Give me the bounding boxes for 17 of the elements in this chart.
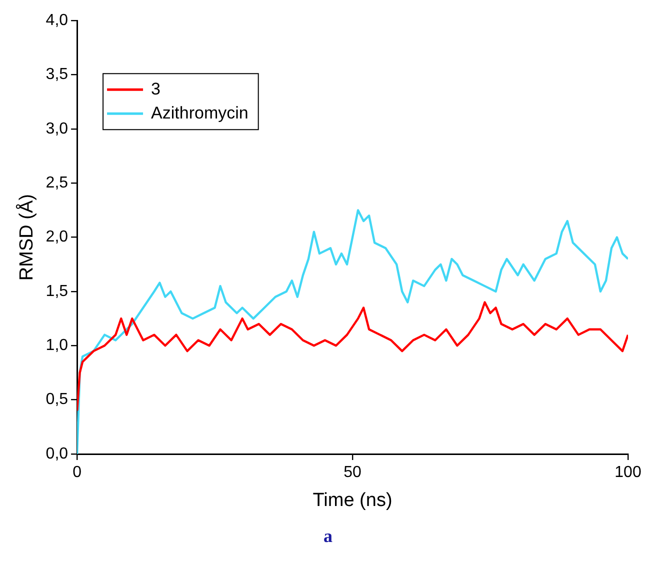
legend-label: 3 xyxy=(151,79,161,98)
legend-label: Azithromycin xyxy=(151,103,248,122)
y-tick-label: 3,0 xyxy=(46,120,68,138)
y-tick-label: 1,5 xyxy=(46,282,68,300)
y-tick-label: 2,5 xyxy=(46,174,68,192)
x-axis-title: Time (ns) xyxy=(312,490,392,511)
x-tick-label: 0 xyxy=(72,464,82,482)
y-axis-title: RMSD (Å) xyxy=(16,194,38,281)
x-tick-label: 100 xyxy=(614,464,642,482)
text: a xyxy=(322,526,334,547)
y-tick-label: 0,0 xyxy=(46,445,68,462)
y-tick-label: 1,0 xyxy=(46,337,68,354)
x-tick-label: 50 xyxy=(344,464,362,482)
y-tick-label: 0,5 xyxy=(46,391,68,408)
y-tick-label: 3,5 xyxy=(46,66,68,84)
y-tick-label: 4,0 xyxy=(46,12,68,30)
y-tick-label: 2,0 xyxy=(46,228,68,246)
